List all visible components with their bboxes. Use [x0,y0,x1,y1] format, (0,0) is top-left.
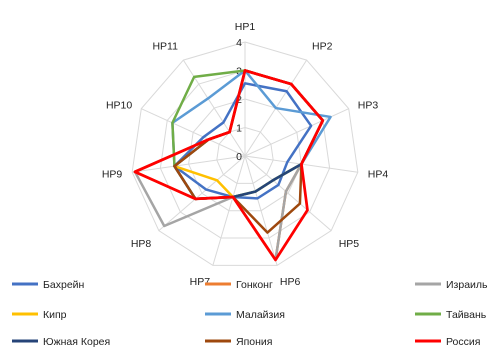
legend-label: Бахрейн [43,279,85,291]
grid-spoke [244,155,332,232]
axis-label: HP8 [131,238,152,250]
legend: Бахрейн Гонконг Израиль Кипр Малайзия Тайвань… [12,279,488,348]
grid-spoke [141,108,246,157]
axis-label: HP3 [358,99,379,111]
axis-label: HP5 [339,238,360,250]
legend-label: Россия [446,336,480,348]
legend-label: Израиль [446,279,488,291]
legend-label: Тайвань [446,309,487,321]
tick-label: 4 [236,37,242,49]
legend-label: Малайзия [236,309,285,321]
grid-spoke [132,155,246,173]
grid-spoke [212,155,246,266]
tick-label: 2 [236,94,242,106]
grid-spoke [244,155,278,266]
series-line [173,82,313,200]
series-group [133,69,332,262]
grid-spoke [158,155,246,232]
axis-label: HP6 [280,276,301,288]
series-line [133,69,325,262]
grid-ring [216,126,274,184]
axis-label: HP2 [312,41,333,53]
axis-label: HP11 [152,41,178,53]
axis-label: HP7 [190,276,211,288]
legend-label: Кипр [43,309,67,321]
tick-label: 1 [236,123,242,135]
axis-label: HP9 [102,169,123,181]
legend-label: Япония [236,336,272,348]
axis-label: HP1 [235,21,256,33]
tick-label: 0 [236,151,242,163]
grid-ring [131,41,359,266]
legend-label: Гонконг [236,279,273,291]
legend-label: Южная Корея [43,336,110,348]
axis-label: HP10 [106,99,132,111]
axis-labels: HP1 HP2 HP3 HP4 HP5 HP6 HP7 HP8 HP9 HP10 HP11 [102,21,388,288]
axis-label: HP4 [368,169,389,181]
